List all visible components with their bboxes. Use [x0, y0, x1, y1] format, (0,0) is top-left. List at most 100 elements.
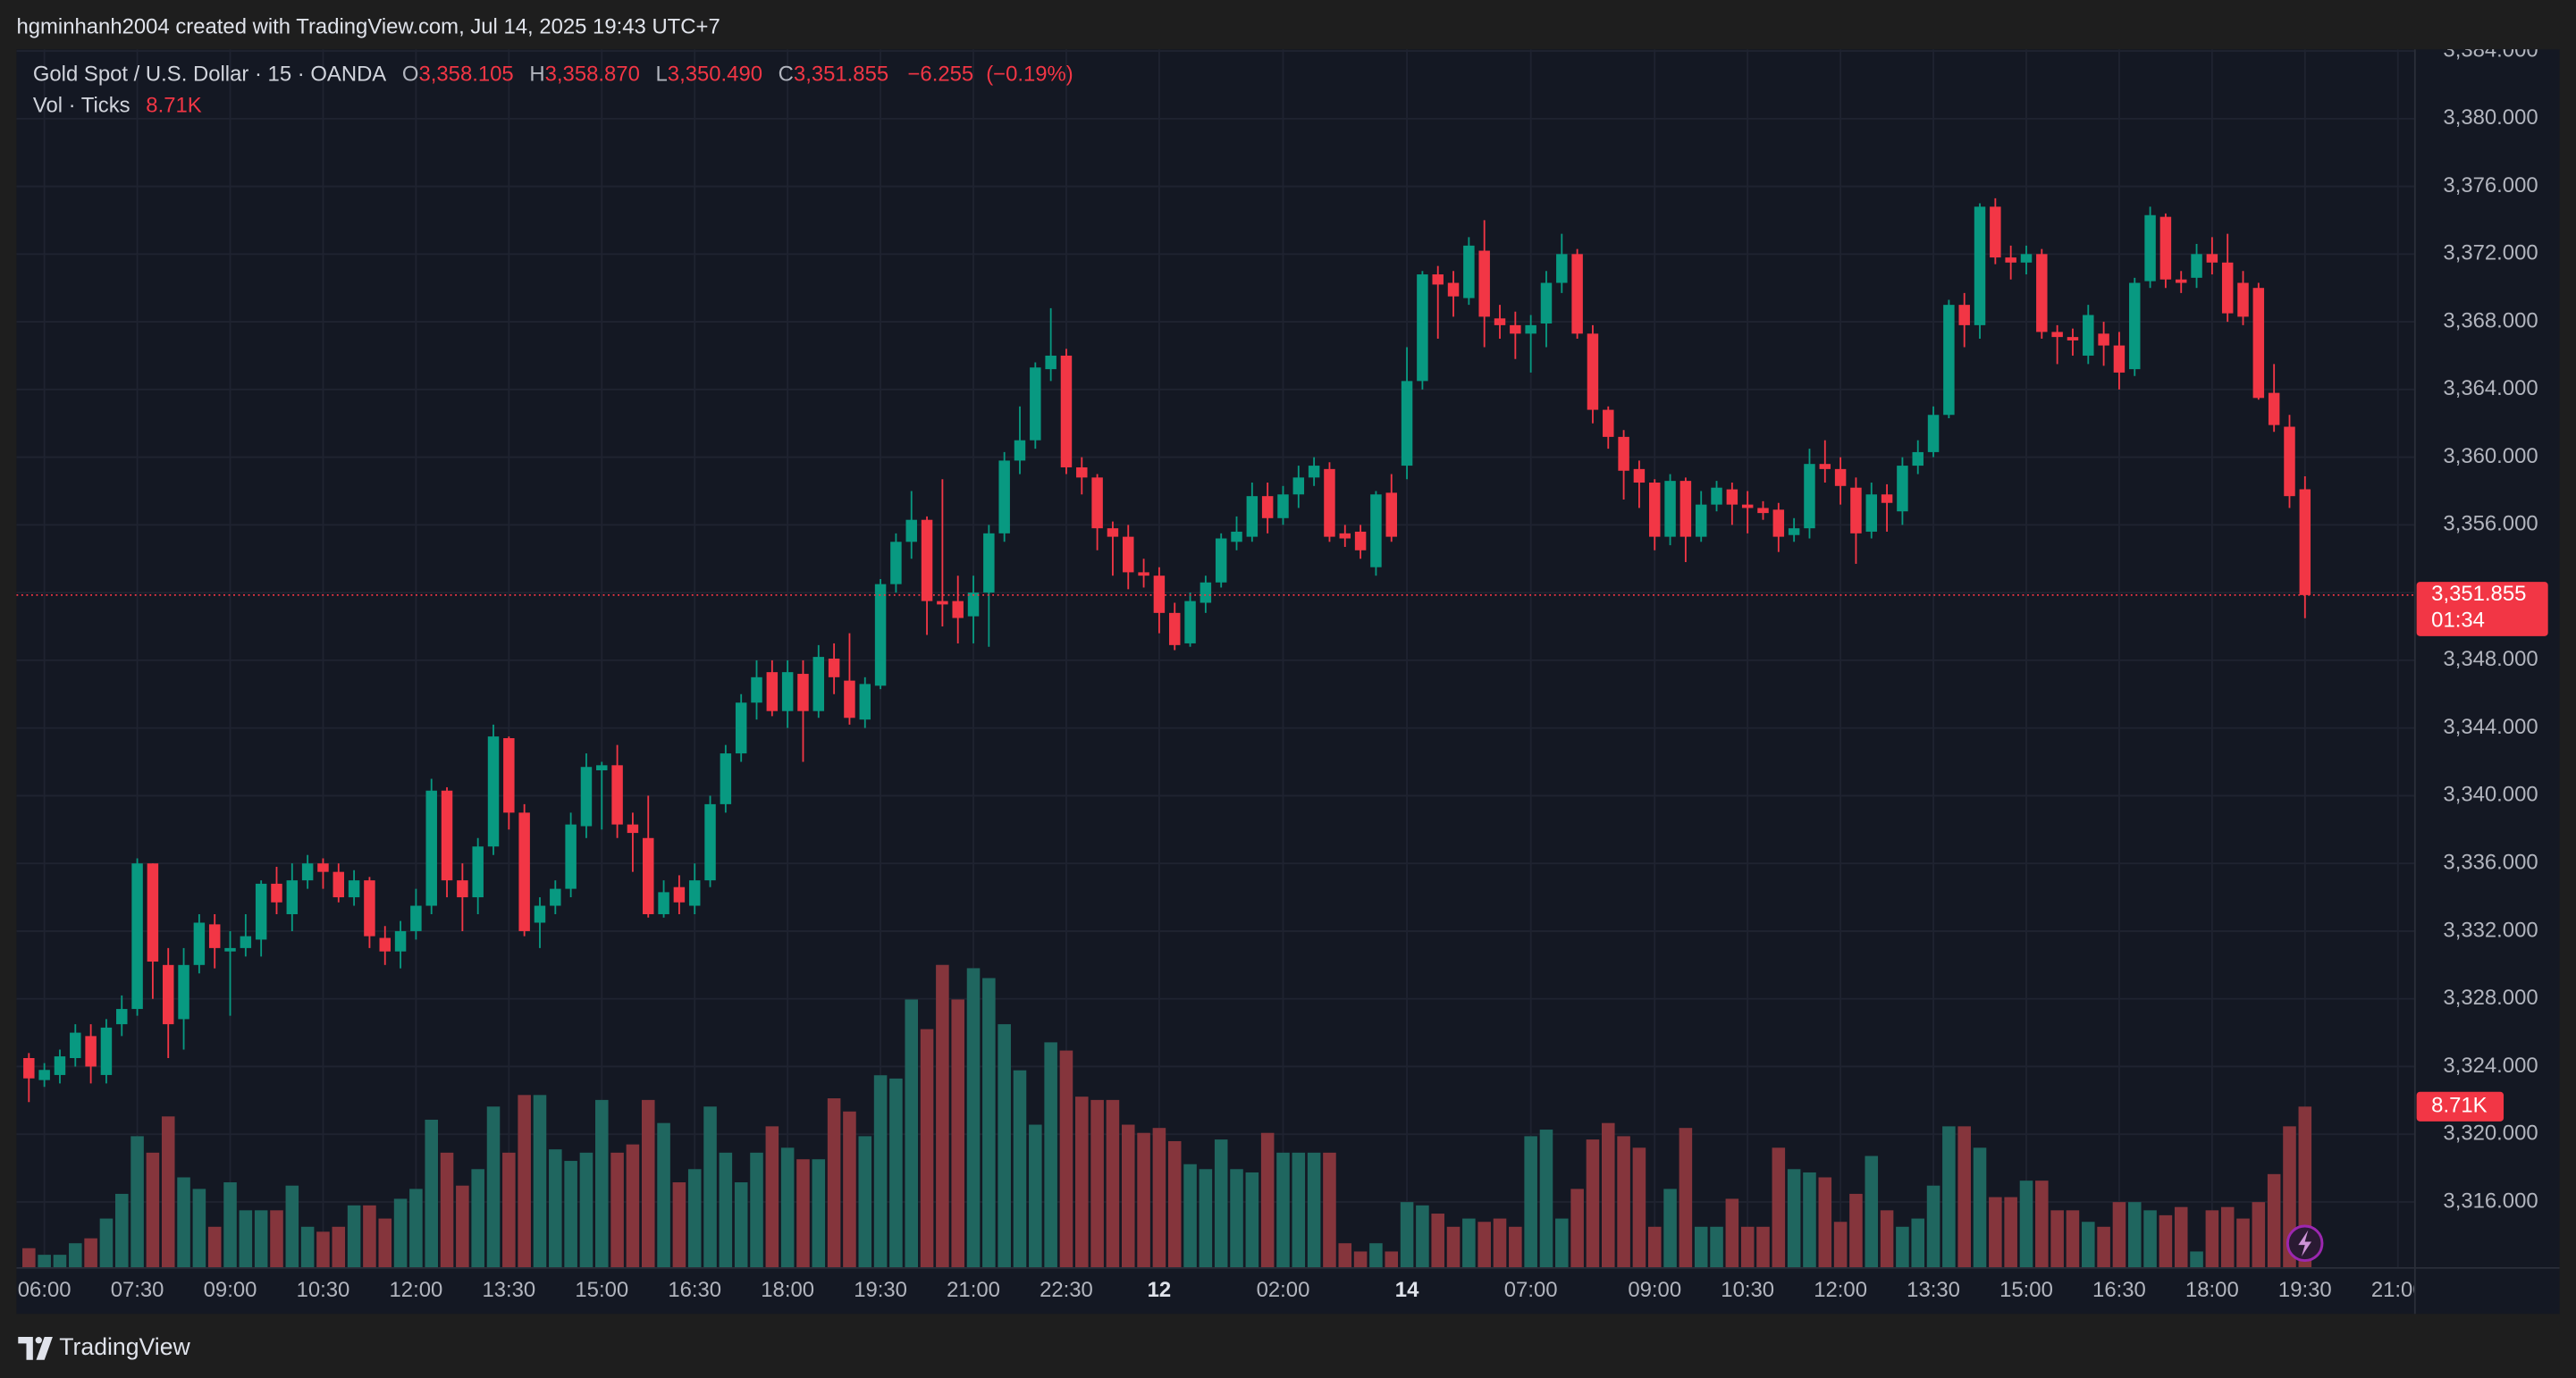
volume-bar: [1353, 1251, 1368, 1268]
candle-body: [286, 880, 299, 915]
volume-bar: [734, 1182, 748, 1268]
candle-body: [301, 863, 314, 881]
candle-body: [1618, 436, 1629, 471]
time-axis: 06:00 07:30 09:00 10:30 12:00 13:30 15:00 16:30…: [18, 1278, 2425, 1302]
volume-bar: [239, 1210, 253, 1268]
volume-bar: [1601, 1122, 1615, 1268]
y-tick-label: 3,320.000: [2443, 1122, 2538, 1146]
volume-bar: [207, 1226, 222, 1268]
candle-body: [518, 812, 530, 931]
volume-bar: [393, 1198, 408, 1268]
candle-body: [457, 880, 468, 898]
candle-body: [2175, 279, 2187, 283]
candle-body: [596, 765, 608, 771]
footer-bar: [0, 1314, 2576, 1378]
last-price-label: 3,351.855: [2431, 582, 2526, 606]
candle-body: [1261, 496, 1274, 518]
candle-body: [2206, 254, 2218, 263]
candle-body: [1556, 254, 1568, 283]
x-tick-label: 18:00: [2185, 1278, 2239, 1302]
last-price-tag: [2416, 582, 2548, 636]
legend-value: 3,358.870: [545, 63, 640, 87]
volume-bar: [920, 1029, 934, 1268]
header-bar: [0, 0, 2576, 50]
candle-body: [1463, 245, 1475, 298]
candle-body: [2005, 257, 2016, 263]
volume-bar: [2190, 1251, 2203, 1268]
icon-bolt[interactable]: [2298, 1230, 2312, 1256]
volume-bar: [1570, 1189, 1584, 1268]
legend-value: 3,358.105: [418, 63, 513, 87]
candle-body: [1200, 582, 1212, 603]
candle-body: [1603, 409, 1614, 437]
volume-bar: [22, 1248, 36, 1268]
volume-bar: [1245, 1172, 1259, 1268]
candle-body: [658, 892, 669, 915]
volume-bar: [1787, 1169, 1801, 1268]
y-tick-label: 3,340.000: [2443, 783, 2538, 807]
candle-body: [85, 1036, 97, 1067]
candle-body: [2051, 332, 2063, 338]
y-tick-label: 3,356.000: [2443, 512, 2538, 536]
candle-body: [2159, 216, 2172, 280]
volume-bar: [1833, 1222, 1848, 1268]
volume-bar: [1942, 1126, 1956, 1268]
volume-tag-label: 8.71K: [2431, 1094, 2487, 1118]
volume-bar: [796, 1159, 810, 1268]
volume-bar: [982, 978, 996, 1268]
candle-body: [1757, 508, 1769, 514]
candle-body: [208, 924, 221, 948]
volume-bar: [2236, 1218, 2250, 1268]
volume-bar: [425, 1119, 438, 1268]
legend-change-percent: (−0.19%): [986, 63, 1073, 87]
brand-logo: [18, 1337, 53, 1360]
volume-bar: [2097, 1226, 2110, 1268]
legend-value: 3,350.490: [668, 63, 762, 87]
volume-bar: [1029, 1124, 1042, 1268]
candle-body: [131, 863, 143, 1010]
candles: [23, 197, 2311, 1103]
candle-body: [1432, 274, 1444, 285]
x-tick-label: 13:30: [1907, 1278, 1960, 1302]
volume-bar: [1292, 1152, 1306, 1268]
candle-body: [1850, 487, 1862, 534]
candle-body: [100, 1027, 113, 1075]
candle-body: [147, 863, 159, 962]
volume-bar: [594, 1099, 609, 1268]
candle-body: [1354, 531, 1367, 550]
volume-bar: [471, 1169, 484, 1268]
volume-bar: [285, 1185, 299, 1268]
candle-body: [673, 886, 686, 903]
candle-body: [998, 460, 1010, 534]
volume-bar: [2143, 1210, 2157, 1268]
candle-body: [23, 1057, 35, 1079]
x-tick-label: 16:30: [668, 1278, 721, 1302]
y-tick-label: 3,380.000: [2443, 105, 2538, 130]
x-tick-label: 21:00: [2371, 1278, 2425, 1302]
candle-body: [271, 883, 282, 903]
volume-bar: [1477, 1222, 1491, 1268]
x-tick-label: 14: [1395, 1278, 1419, 1302]
x-tick-label: 19:30: [854, 1278, 907, 1302]
candle-body: [766, 672, 779, 711]
volume-bar: [114, 1193, 129, 1268]
volume-bar: [518, 1095, 531, 1268]
lightning-icon[interactable]: [2286, 1224, 2324, 1263]
candle-body: [1772, 509, 1785, 537]
candle-body: [983, 533, 995, 593]
candle-body: [1912, 451, 1924, 466]
candle-body: [2284, 426, 2295, 497]
y-tick-label: 3,316.000: [2443, 1189, 2538, 1213]
candle-body: [1927, 415, 1940, 452]
volume-bar: [347, 1205, 361, 1268]
x-tick-label: 21:00: [947, 1278, 1000, 1302]
logo-mark: [18, 1337, 33, 1360]
candle-body: [1231, 531, 1242, 542]
y-tick-label: 3,324.000: [2443, 1054, 2538, 1078]
candle-body: [1324, 468, 1335, 537]
candle-body: [1215, 538, 1227, 583]
candle-body: [688, 880, 701, 906]
x-tick-label: 13:30: [482, 1278, 535, 1302]
volume-legend-value: 8.71K: [146, 94, 201, 118]
candle-body: [1943, 305, 1955, 416]
